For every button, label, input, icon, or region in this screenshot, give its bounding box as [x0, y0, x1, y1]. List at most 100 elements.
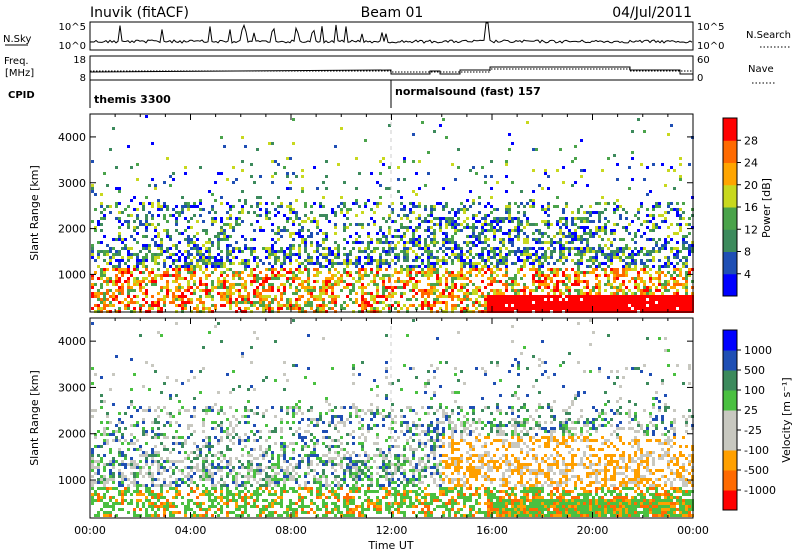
- range-gate-cell: [643, 178, 646, 181]
- range-gate-cell: [205, 259, 208, 262]
- range-gate-cell: [190, 301, 193, 304]
- range-gate-cell: [250, 346, 253, 349]
- range-gate-cell: [421, 253, 424, 256]
- range-gate-cell: [103, 250, 106, 253]
- range-gate-cell: [421, 220, 424, 223]
- range-gate-cell: [163, 274, 166, 277]
- range-gate-cell: [148, 490, 151, 493]
- range-gate-cell: [97, 487, 100, 490]
- range-gate-cell: [172, 463, 175, 466]
- range-gate-cell: [214, 304, 217, 307]
- range-gate-cell: [451, 283, 454, 286]
- range-gate-cell: [661, 286, 664, 289]
- colorbar-tick-label: 16: [744, 201, 758, 214]
- range-gate-cell: [340, 280, 343, 283]
- range-gate-cell: [346, 253, 349, 256]
- range-gate-cell: [445, 289, 448, 292]
- range-gate-cell: [469, 169, 472, 172]
- range-gate-cell: [586, 304, 589, 307]
- range-gate-cell: [490, 187, 493, 190]
- range-gate-cell: [307, 235, 310, 238]
- range-gate-cell: [163, 217, 166, 220]
- range-gate-cell: [151, 214, 154, 217]
- range-gate-cell: [157, 493, 160, 496]
- range-gate-cell: [211, 484, 214, 487]
- range-gate-cell: [238, 514, 241, 517]
- range-gate-cell: [610, 262, 613, 265]
- range-gate-cell: [340, 196, 343, 199]
- range-gate-cell: [589, 211, 592, 214]
- range-gate-cell: [211, 493, 214, 496]
- range-gate-cell: [169, 502, 172, 505]
- range-gate-cell: [250, 268, 253, 271]
- range-gate-cell: [322, 265, 325, 268]
- range-gate-cell: [103, 463, 106, 466]
- range-gate-cell: [484, 217, 487, 220]
- range-gate-cell: [220, 226, 223, 229]
- range-gate-cell: [565, 268, 568, 271]
- range-gate-cell: [556, 271, 559, 274]
- range-gate-cell: [145, 226, 148, 229]
- range-gate-cell: [613, 202, 616, 205]
- range-gate-cell: [292, 271, 295, 274]
- range-gate-cell: [136, 178, 139, 181]
- range-gate-cell: [454, 214, 457, 217]
- range-gate-cell: [328, 295, 331, 298]
- range-gate-cell: [667, 295, 670, 298]
- range-gate-cell: [226, 256, 229, 259]
- range-gate-cell: [145, 259, 148, 262]
- range-gate-cell: [151, 490, 154, 493]
- range-gate-cell: [295, 199, 298, 202]
- range-gate-cell: [580, 295, 583, 298]
- range-gate-cell: [460, 268, 463, 271]
- range-gate-cell: [217, 496, 220, 499]
- range-gate-cell: [154, 493, 157, 496]
- range-gate-cell: [136, 214, 139, 217]
- range-gate-cell: [244, 475, 247, 478]
- range-gate-cell: [643, 304, 646, 307]
- range-gate-cell: [175, 505, 178, 508]
- range-gate-cell: [436, 223, 439, 226]
- range-gate-cell: [496, 307, 499, 310]
- range-gate-cell: [403, 253, 406, 256]
- range-gate-cell: [226, 289, 229, 292]
- range-gate-cell: [283, 256, 286, 259]
- range-gate-cell: [535, 238, 538, 241]
- range-gate-cell: [559, 289, 562, 292]
- range-gate-cell: [238, 277, 241, 280]
- range-gate-cell: [331, 286, 334, 289]
- range-gate-cell: [217, 322, 220, 325]
- range-gate-cell: [391, 304, 394, 307]
- range-gate-cell: [244, 295, 247, 298]
- range-gate-cell: [115, 187, 118, 190]
- range-gate-cell: [664, 307, 667, 310]
- range-gate-cell: [622, 274, 625, 277]
- range-gate-cell: [442, 241, 445, 244]
- range-gate-cell: [607, 301, 610, 304]
- range-gate-cell: [463, 274, 466, 277]
- range-gate-cell: [412, 211, 415, 214]
- range-gate-cell: [604, 289, 607, 292]
- range-gate-cell: [595, 232, 598, 235]
- range-gate-cell: [547, 307, 550, 310]
- range-gate-cell: [226, 202, 229, 205]
- range-gate-cell: [193, 283, 196, 286]
- range-gate-cell: [430, 208, 433, 211]
- range-gate-cell: [163, 181, 166, 184]
- range-gate-cell: [103, 235, 106, 238]
- range-gate-cell: [646, 226, 649, 229]
- range-gate-cell: [160, 208, 163, 211]
- range-gate-cell: [103, 301, 106, 304]
- range-gate-cell: [463, 253, 466, 256]
- range-gate-cell: [517, 289, 520, 292]
- range-gate-cell: [607, 277, 610, 280]
- range-gate-cell: [442, 295, 445, 298]
- range-gate-cell: [199, 502, 202, 505]
- range-gate-cell: [187, 289, 190, 292]
- range-gate-cell: [517, 271, 520, 274]
- range-gate-cell: [241, 463, 244, 466]
- range-gate-cell: [247, 439, 250, 442]
- range-gate-cell: [361, 295, 364, 298]
- range-gate-cell: [451, 241, 454, 244]
- range-gate-cell: [268, 289, 271, 292]
